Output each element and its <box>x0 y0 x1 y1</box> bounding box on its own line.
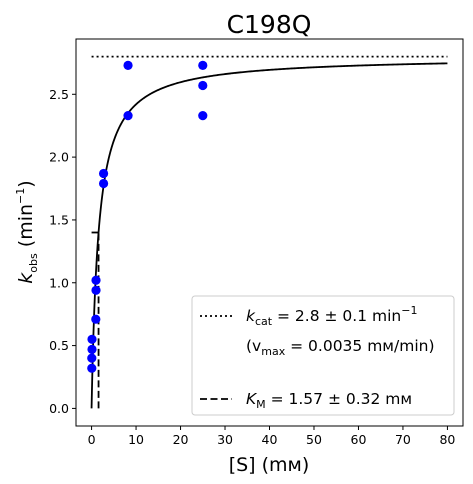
legend-kcat-sub: cat <box>255 315 273 328</box>
legend-vmax-label: (vmax = 0.0035 mм/min) <box>246 337 435 358</box>
legend-vmax-value: = 0.0035 mм/min) <box>285 337 434 355</box>
y-tick-label: 1.0 <box>49 275 69 290</box>
data-points <box>87 60 208 373</box>
data-point <box>91 275 101 285</box>
x-tick-label: 30 <box>217 432 233 447</box>
data-point <box>198 111 208 121</box>
y-tick-label: 0.5 <box>49 338 69 353</box>
legend-km-label: KM = 1.57 ± 0.32 mм <box>246 390 412 411</box>
data-point <box>98 168 109 179</box>
y-axis-label-symbol: k <box>15 272 37 284</box>
data-point <box>87 334 97 344</box>
x-tick-label: 50 <box>306 432 322 447</box>
legend-km-symbol: K <box>246 390 258 408</box>
y-tick-label: 0.0 <box>49 401 69 416</box>
legend-km-sub: M <box>256 398 266 411</box>
michaelis-menten-fit-curve <box>90 62 448 409</box>
x-tick-label: 0 <box>88 432 96 447</box>
legend-vmax-sub: max <box>261 345 285 358</box>
legend-box <box>191 295 455 416</box>
legend-kcat-value: = 2.8 ± 0.1 min <box>272 307 401 325</box>
x-axis-label: [S] (mм) <box>229 454 310 476</box>
y-axis-label-unit-post: ) <box>15 180 37 187</box>
legend-kcat-label: kcat = 2.8 ± 0.1 min−1 <box>246 304 417 328</box>
legend-km-value: = 1.57 ± 0.32 mм <box>266 390 412 408</box>
legend-kcat-symbol: k <box>246 307 256 325</box>
data-point <box>98 178 109 189</box>
legend-kcat-sup: −1 <box>401 304 417 317</box>
data-point <box>91 285 101 295</box>
x-tick-label: 10 <box>128 432 144 447</box>
data-point <box>87 344 97 354</box>
y-axis-label-unit: (min <box>15 204 37 247</box>
y-axis-label: kobs (min−1) <box>14 180 40 283</box>
y-axis-label-unit-sup: −1 <box>14 188 27 204</box>
data-point <box>87 353 97 363</box>
y-tick-label: 2.5 <box>49 87 69 102</box>
data-point <box>198 60 208 70</box>
chart-title: C198Q <box>227 10 312 39</box>
x-tick-label: 80 <box>439 432 455 447</box>
y-axis: 0.0 0.5 1.0 1.5 2.0 2.5 <box>49 87 76 416</box>
x-tick-label: 70 <box>395 432 411 447</box>
y-tick-label: 2.0 <box>49 150 69 165</box>
x-tick-label: 40 <box>262 432 278 447</box>
data-point <box>198 80 208 91</box>
data-point <box>123 60 133 70</box>
legend: kcat = 2.8 ± 0.1 min−1 (vmax = 0.0035 mм… <box>191 295 455 416</box>
legend-vmax-pre: (v <box>246 337 261 355</box>
x-axis: 0 10 20 30 40 50 60 70 80 <box>88 426 455 447</box>
x-tick-label: 60 <box>351 432 367 447</box>
data-point <box>91 314 101 324</box>
data-point <box>123 111 133 121</box>
data-point <box>87 363 97 373</box>
x-tick-label: 20 <box>173 432 189 447</box>
y-tick-label: 1.5 <box>49 212 69 227</box>
y-axis-label-sub: obs <box>27 253 40 273</box>
